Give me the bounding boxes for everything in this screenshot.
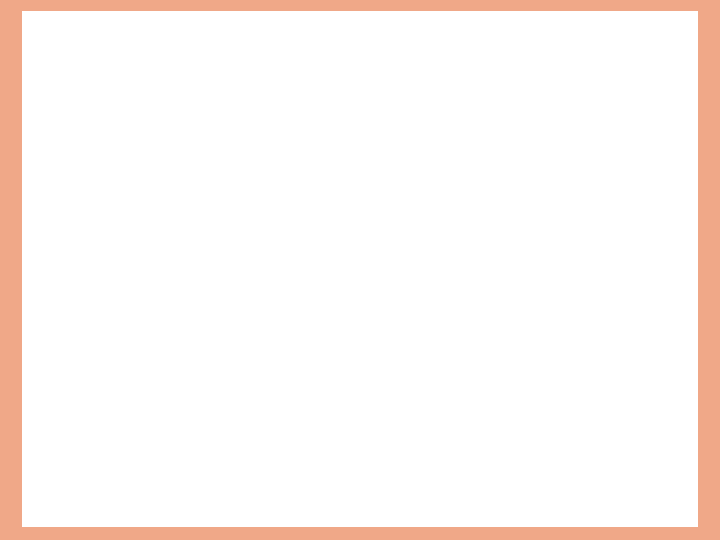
Text: PHASE 1:: PHASE 1: xyxy=(49,87,114,100)
Text: adapting the strategy. To build the students' confidence as: adapting the strategy. To build the stud… xyxy=(216,459,575,472)
Text: •: • xyxy=(37,235,42,245)
Text: self-confidence as strategic learners.: self-confidence as strategic learners. xyxy=(216,294,443,307)
Text: Activation: Activation xyxy=(216,235,286,248)
Text: cognitive  strategies imbedded in the Word Identification: cognitive strategies imbedded in the Wor… xyxy=(216,340,565,353)
Text: •: • xyxy=(37,452,42,462)
Text: variety of settings and circumstances. To build the students': variety of settings and circumstances. T… xyxy=(216,265,586,278)
Text: used. To ensure students prepare cue cards and affirmation: used. To ensure students prepare cue car… xyxy=(216,206,582,219)
Text: situations and circumstances to which parts of the strategy: situations and circumstances to which pa… xyxy=(216,400,582,413)
Text: PHASE 4:: PHASE 4: xyxy=(49,452,114,465)
Text: TAGE 8:: TAGE 8: xyxy=(164,30,261,50)
Text: •: • xyxy=(37,310,42,321)
Text: strategy correctly over time.): strategy correctly over time.) xyxy=(216,511,397,524)
Text: Adaptation: Adaptation xyxy=(216,310,292,323)
Text: (To ensure that students use the strategy in a: (To ensure that students use the strateg… xyxy=(269,235,553,248)
Text: G: G xyxy=(299,30,323,58)
Text: (To ensure students do not forget the steps of: (To ensure students do not forget the st… xyxy=(274,452,559,465)
Text: PHASE 3:: PHASE 3: xyxy=(49,310,114,323)
Text: the strategy and to ensure that students continue to use the: the strategy and to ensure that students… xyxy=(216,482,590,495)
Text: ENERALIZATION: ENERALIZATION xyxy=(308,30,493,50)
Text: situations and circumstances in which the strategy can be: situations and circumstances in which th… xyxy=(216,177,575,190)
Text: (To make the student aware of the necessity of: (To make the student aware of the necess… xyxy=(274,87,567,100)
Text: cards.): cards.) xyxy=(216,236,258,249)
Text: Maintenance: Maintenance xyxy=(216,452,305,465)
Circle shape xyxy=(624,468,693,520)
Text: •: • xyxy=(37,87,42,98)
Text: PHASE 2:: PHASE 2: xyxy=(49,235,114,248)
Text: applying the strategy in a purposeful manner to meet: applying the strategy in a purposeful ma… xyxy=(216,117,547,130)
Text: can be adapted for use. To give students practice in: can be adapted for use. To give students… xyxy=(216,429,534,442)
Text: Orientation: Orientation xyxy=(216,87,295,100)
Text: S: S xyxy=(155,30,176,58)
Text: Strategy. To ensure that students become of aware of the: Strategy. To ensure that students become… xyxy=(216,370,569,383)
Text: generalized strategy users.: generalized strategy users. xyxy=(216,489,384,502)
Text: (To ensure that students are aware of the: (To ensure that students are aware of th… xyxy=(269,310,527,323)
Text: relevant   setting demands. To make students aware of: relevant setting demands. To make studen… xyxy=(216,147,554,160)
